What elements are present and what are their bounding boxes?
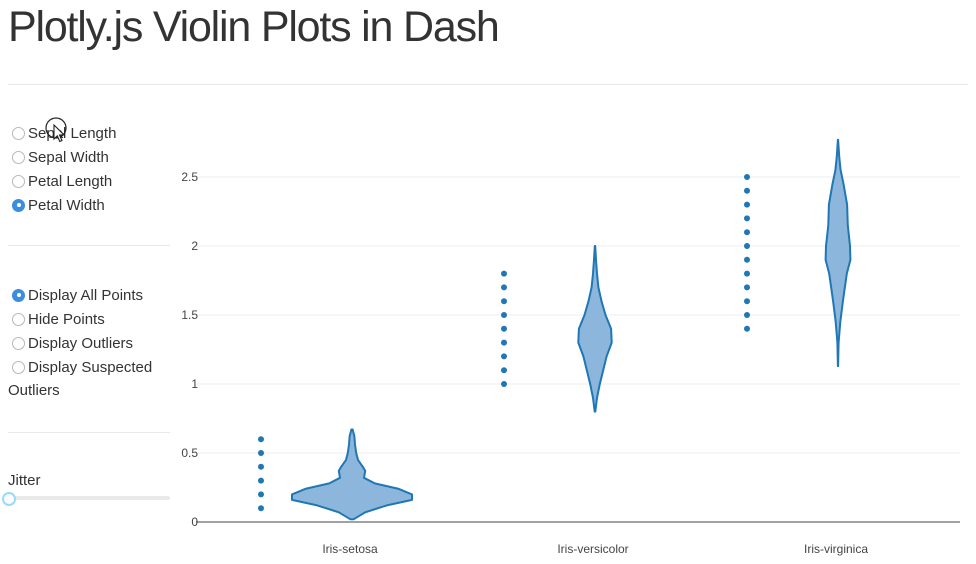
radio-button-icon[interactable] <box>12 360 25 374</box>
radio-hide-points[interactable]: Hide Points <box>12 307 152 331</box>
point-series <box>258 174 750 512</box>
data-point <box>258 463 264 470</box>
radio-button-selected-icon[interactable] <box>12 288 25 302</box>
data-point <box>501 325 507 332</box>
radio-button-selected-icon[interactable] <box>12 198 25 212</box>
radio-button-icon[interactable] <box>12 336 25 350</box>
radio-display-all-points[interactable]: Display All Points <box>12 283 152 307</box>
radio-label: Display Outliers <box>28 334 134 352</box>
radio-sepal-width[interactable]: Sepal Width <box>12 145 116 169</box>
data-point <box>744 325 750 332</box>
radio-petal-width[interactable]: Petal Width <box>12 193 116 217</box>
page-title: Plotly.js Violin Plots in Dash <box>8 3 500 51</box>
radio-label: Hide Points <box>28 310 105 328</box>
y-axis-ticks: 0 0.5 1 1.5 2 2.5 <box>181 170 198 529</box>
y-tick-label: 1 <box>191 377 198 391</box>
y-tick-label: 0 <box>191 515 198 529</box>
data-point <box>501 353 507 360</box>
data-point <box>501 312 507 318</box>
radio-label-wrapped-text: Outliers <box>8 382 60 399</box>
radio-label: Sepal Length <box>28 124 117 142</box>
violin-shape <box>291 428 413 521</box>
violin-shape <box>577 245 613 413</box>
data-point <box>744 187 750 194</box>
sidebar-divider <box>8 432 170 433</box>
y-tick-label: 2.5 <box>181 170 198 184</box>
violin-shape <box>824 138 852 368</box>
data-point <box>501 381 507 387</box>
x-tick-label: Iris-versicolor <box>557 542 628 556</box>
data-point <box>744 284 750 291</box>
data-point <box>744 229 750 236</box>
x-tick-label: Iris-virginica <box>804 542 868 556</box>
radio-label: Petal Length <box>28 172 113 190</box>
data-point <box>501 284 507 291</box>
radio-display-outliers[interactable]: Display Outliers <box>12 331 152 355</box>
radio-display-suspected-outliers[interactable]: Display Suspected <box>12 355 152 379</box>
radio-button-icon[interactable] <box>12 150 25 164</box>
data-point <box>258 450 264 456</box>
data-point <box>501 298 507 305</box>
radio-button-icon[interactable] <box>12 174 25 188</box>
data-point <box>744 215 750 222</box>
y-tick-label: 0.5 <box>181 446 198 460</box>
points-radio-group: Display All Points Hide Points Display O… <box>12 283 152 379</box>
radio-button-icon[interactable] <box>12 312 25 326</box>
data-point <box>744 243 750 249</box>
data-point <box>501 339 507 346</box>
y-tick-label: 2 <box>191 239 198 253</box>
x-axis-ticks: Iris-setosa Iris-versicolor Iris-virginica <box>322 542 868 556</box>
measure-radio-group: Sepal Length Sepal Width Petal Length Pe… <box>12 121 116 217</box>
data-point <box>501 270 507 277</box>
radio-label: Display All Points <box>28 286 144 304</box>
title-divider <box>8 84 968 85</box>
violin-series <box>291 138 852 521</box>
data-point <box>501 367 507 374</box>
data-point <box>258 436 264 443</box>
x-tick-label: Iris-setosa <box>322 542 378 556</box>
data-point <box>258 491 264 498</box>
data-point <box>744 201 750 208</box>
y-tick-label: 1.5 <box>181 308 198 322</box>
radio-petal-length[interactable]: Petal Length <box>12 169 116 193</box>
data-point <box>744 270 750 277</box>
radio-label: Sepal Width <box>28 148 109 166</box>
radio-button-icon[interactable] <box>12 126 25 140</box>
jitter-label: Jitter <box>8 472 41 489</box>
data-point <box>258 505 264 512</box>
jitter-slider-handle[interactable] <box>2 492 16 506</box>
radio-sepal-length[interactable]: Sepal Length <box>12 121 116 145</box>
radio-label: Display Suspected <box>28 358 153 376</box>
data-point <box>744 174 750 180</box>
jitter-slider-track[interactable] <box>8 496 170 500</box>
data-point <box>258 477 264 484</box>
data-point <box>744 312 750 318</box>
data-point <box>744 298 750 305</box>
radio-label: Petal Width <box>28 196 105 214</box>
data-point <box>744 256 750 263</box>
mouse-cursor-icon <box>45 117 67 143</box>
sidebar-divider <box>8 245 170 246</box>
